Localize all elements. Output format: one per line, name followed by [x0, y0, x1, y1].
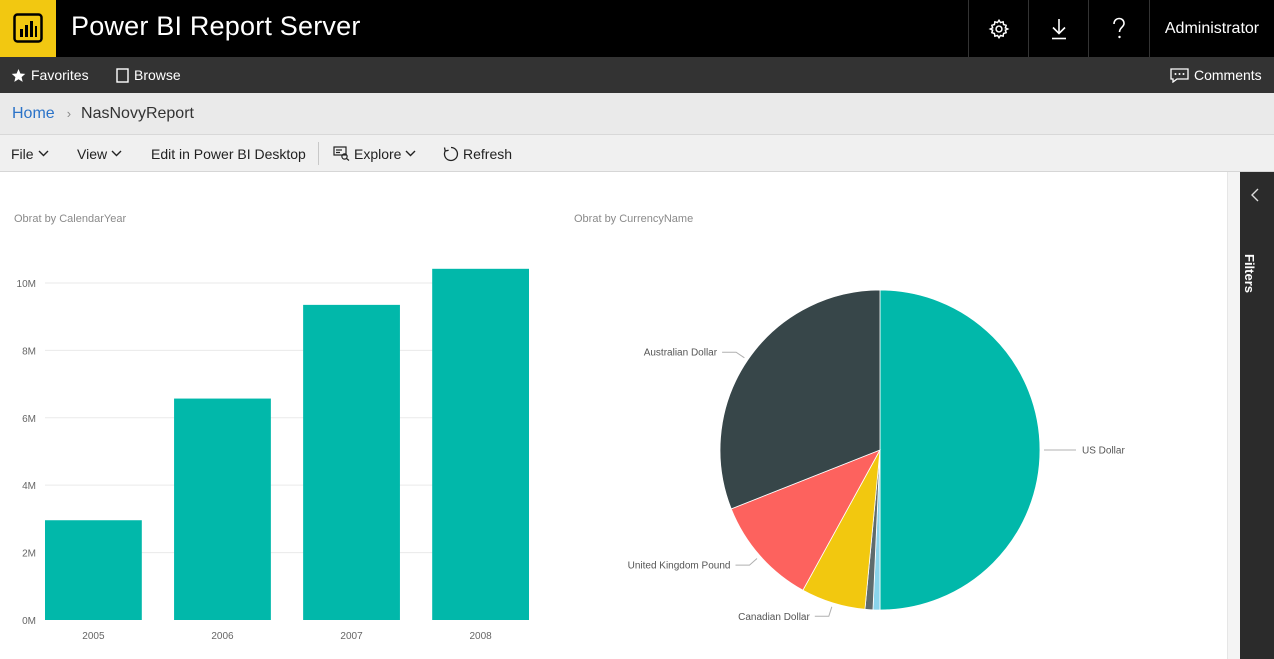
bar-2006[interactable]: [174, 398, 271, 620]
file-menu-label: File: [11, 145, 34, 162]
comments-button[interactable]: Comments: [1170, 57, 1262, 93]
star-icon: [11, 68, 26, 82]
edit-in-desktop-label: Edit in Power BI Desktop: [151, 145, 306, 162]
favorites-link[interactable]: Favorites: [11, 57, 89, 93]
browse-label: Browse: [134, 67, 181, 83]
y-axis-tick-label: 8M: [22, 346, 36, 357]
app-title: Power BI Report Server: [71, 11, 361, 41]
bar-2005[interactable]: [45, 520, 142, 620]
pie-slice-label: Canadian Dollar: [738, 612, 810, 623]
x-axis-tick-label: 2007: [340, 631, 363, 642]
y-axis-tick-label: 10M: [17, 279, 36, 290]
y-axis-tick-label: 0M: [22, 616, 36, 627]
nav-bar: Favorites Browse Comments: [0, 57, 1274, 93]
help-button[interactable]: [1088, 0, 1148, 57]
gear-icon: [988, 18, 1009, 39]
browse-icon: [116, 67, 129, 83]
favorites-label: Favorites: [31, 67, 89, 83]
report-canvas: Obrat by CalendarYear Obrat by CurrencyN…: [0, 172, 1240, 659]
settings-button[interactable]: [968, 0, 1028, 57]
chevron-left-icon[interactable]: [1250, 188, 1260, 202]
report-toolbar: File View Edit in Power BI Desktop Explo…: [0, 135, 1274, 172]
file-menu-button[interactable]: File: [11, 135, 49, 172]
comment-icon: [1170, 67, 1189, 83]
y-axis-tick-label: 2M: [22, 549, 36, 560]
bar-2008[interactable]: [432, 268, 529, 620]
pie-leader-line: [735, 558, 758, 566]
top-bar: Power BI Report Server Administrator: [0, 0, 1274, 57]
explore-menu-button[interactable]: Explore: [333, 135, 416, 172]
pie-leader-line: [814, 606, 833, 617]
pie-slice-label: United Kingdom Pound: [628, 561, 731, 572]
refresh-icon: [443, 146, 459, 161]
user-menu[interactable]: Administrator: [1149, 0, 1274, 57]
chevron-down-icon: [111, 150, 122, 157]
view-menu-label: View: [77, 145, 108, 162]
pie-slice-united-kingdom-pound[interactable]: [730, 449, 881, 591]
pie-slice-label: Australian Dollar: [644, 348, 718, 359]
bar-chart: 0M 2M 4M 6M 8M 10M 2005 2006 2007 2008: [17, 268, 529, 642]
toolbar-divider: [318, 142, 319, 165]
x-axis-tick-label: 2005: [82, 631, 105, 642]
bar-chart-title: Obrat by CalendarYear: [14, 213, 127, 225]
y-axis-tick-label: 6M: [22, 414, 36, 425]
explore-menu-label: Explore: [354, 145, 402, 162]
edit-in-desktop-button[interactable]: Edit in Power BI Desktop: [151, 135, 306, 172]
pie-slice-us-dollar[interactable]: [879, 289, 1041, 611]
download-button[interactable]: [1028, 0, 1088, 57]
refresh-label: Refresh: [463, 145, 513, 162]
refresh-button[interactable]: Refresh: [443, 135, 512, 172]
pie-leader-line: [722, 351, 745, 359]
chevron-down-icon: [405, 150, 416, 157]
pie-slice-label: US Dollar: [1082, 446, 1125, 457]
help-icon: [1112, 17, 1125, 38]
x-axis-tick-label: 2006: [211, 631, 234, 642]
comments-label: Comments: [1194, 67, 1262, 83]
pie-chart-title: Obrat by CurrencyName: [574, 213, 694, 225]
x-axis-tick-label: 2008: [469, 631, 492, 642]
chevron-down-icon: [38, 150, 49, 157]
filters-label: Filters: [1242, 254, 1257, 294]
canvas-scrollbar[interactable]: [1227, 172, 1240, 659]
filters-pane[interactable]: Filters: [1240, 172, 1274, 659]
bar-2007[interactable]: [303, 304, 400, 620]
browse-link[interactable]: Browse: [116, 57, 181, 93]
breadcrumb-current: NasNovyReport: [81, 104, 194, 122]
powerbi-logo-icon[interactable]: [0, 0, 56, 57]
pie-chart: US Dollar Canadian Dollar United Kingdom P…: [628, 289, 1125, 623]
breadcrumb-home-link[interactable]: Home: [12, 104, 55, 122]
breadcrumb: Home › NasNovyReport: [0, 93, 1274, 135]
chevron-right-icon: ›: [66, 106, 72, 121]
explore-icon: [333, 146, 350, 161]
view-menu-button[interactable]: View: [77, 135, 122, 172]
y-axis-tick-label: 4M: [22, 481, 36, 492]
download-icon: [1051, 18, 1066, 39]
pie-slice-australian-dollar[interactable]: [719, 289, 881, 510]
